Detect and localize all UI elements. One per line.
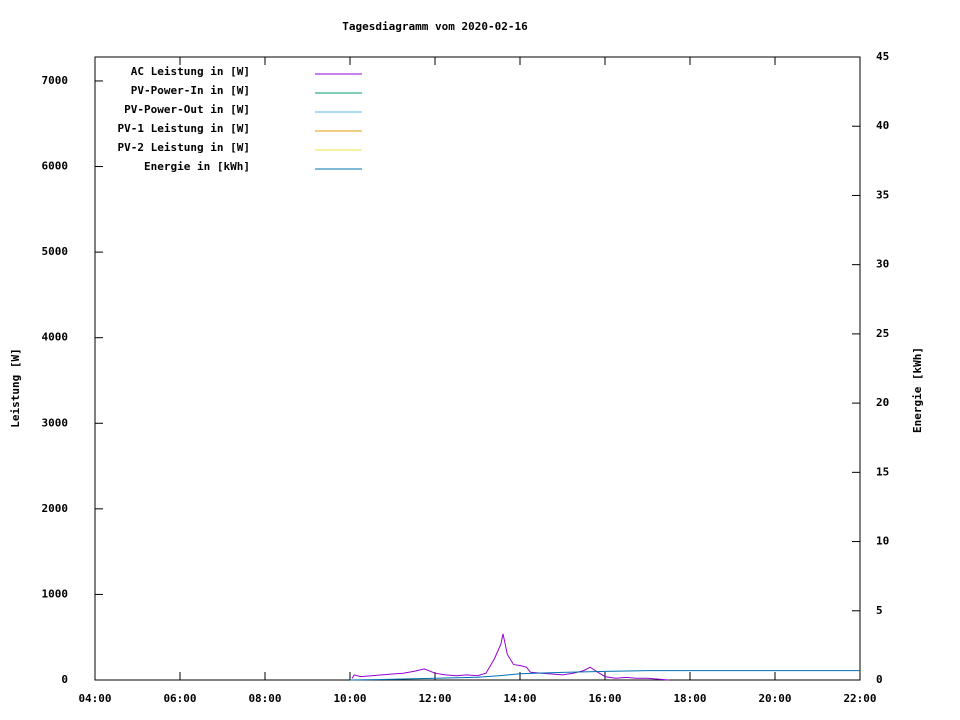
legend-label: PV-2 Leistung in [W] [118, 141, 250, 154]
x-tick-label: 18:00 [673, 692, 706, 705]
y2-tick-label: 25 [876, 327, 889, 340]
series-line [349, 670, 860, 681]
y2-tick-label: 40 [876, 119, 889, 132]
x-tick-label: 16:00 [588, 692, 621, 705]
y-tick-label: 0 [61, 673, 68, 686]
y2-tick-label: 20 [876, 396, 889, 409]
y-tick-label: 4000 [42, 331, 69, 344]
y2-tick-label: 35 [876, 188, 889, 201]
y-tick-label: 2000 [42, 502, 69, 515]
y2-axis-label: Energie [kWh] [911, 347, 924, 433]
y2-tick-label: 5 [876, 604, 883, 617]
plot-frame [94, 56, 861, 681]
y-tick-label: 3000 [42, 416, 69, 429]
y2-tick-label: 30 [876, 258, 889, 271]
y2-tick-label: 10 [876, 535, 889, 548]
x-tick-label: 08:00 [248, 692, 281, 705]
legend-label: PV-Power-Out in [W] [124, 103, 250, 116]
legend-label: Energie in [kWh] [144, 160, 250, 173]
legend-label: PV-Power-In in [W] [131, 84, 250, 97]
y2-tick-label: 15 [876, 465, 889, 478]
x-tick-label: 12:00 [418, 692, 451, 705]
legend-label: AC Leistung in [W] [131, 65, 250, 78]
x-tick-label: 10:00 [333, 692, 366, 705]
y2-tick-label: 45 [876, 50, 889, 63]
legend-label: PV-1 Leistung in [W] [118, 122, 250, 135]
series-line [351, 633, 669, 681]
y2-tick-label: 0 [876, 673, 883, 686]
x-tick-label: 14:00 [503, 692, 536, 705]
y-axis-label: Leistung [W] [9, 348, 22, 427]
x-tick-label: 20:00 [758, 692, 791, 705]
x-tick-label: 06:00 [163, 692, 196, 705]
x-tick-label: 22:00 [843, 692, 876, 705]
chart-title: Tagesdiagramm vom 2020-02-16 [342, 20, 528, 33]
y-tick-label: 7000 [42, 74, 69, 87]
y-tick-label: 6000 [42, 160, 69, 173]
y-tick-label: 1000 [42, 587, 69, 600]
x-tick-label: 04:00 [78, 692, 111, 705]
y-tick-label: 5000 [42, 245, 69, 258]
